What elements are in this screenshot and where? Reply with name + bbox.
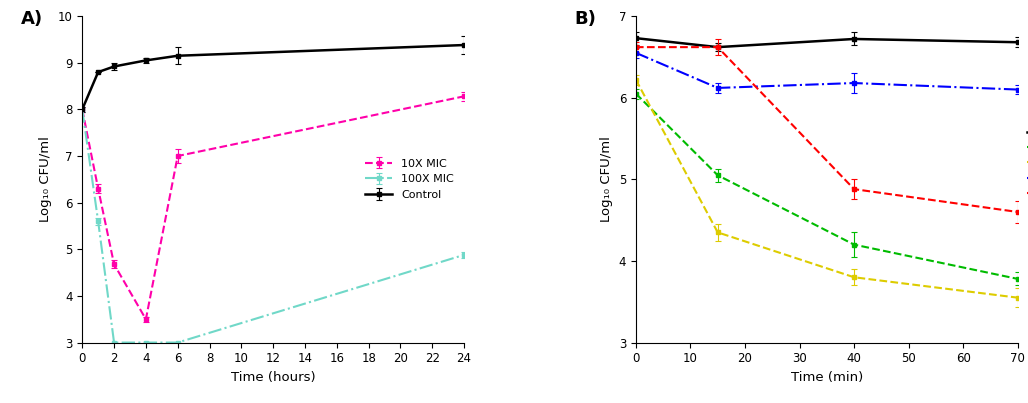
- Text: A): A): [22, 10, 43, 27]
- X-axis label: Time (hours): Time (hours): [231, 371, 316, 384]
- Legend: Control, Propolis at 37°C, Venom at 37°C, Propolis at 4°C, Venom at 4°C: Control, Propolis at 37°C, Venom at 37°C…: [1023, 123, 1028, 203]
- Y-axis label: Log₁₀ CFU/ml: Log₁₀ CFU/ml: [39, 136, 52, 222]
- Y-axis label: Log₁₀ CFU/ml: Log₁₀ CFU/ml: [600, 136, 613, 222]
- Legend: 10X MIC, 100X MIC, Control: 10X MIC, 100X MIC, Control: [360, 154, 458, 204]
- X-axis label: Time (min): Time (min): [791, 371, 862, 384]
- Text: B): B): [575, 10, 596, 27]
